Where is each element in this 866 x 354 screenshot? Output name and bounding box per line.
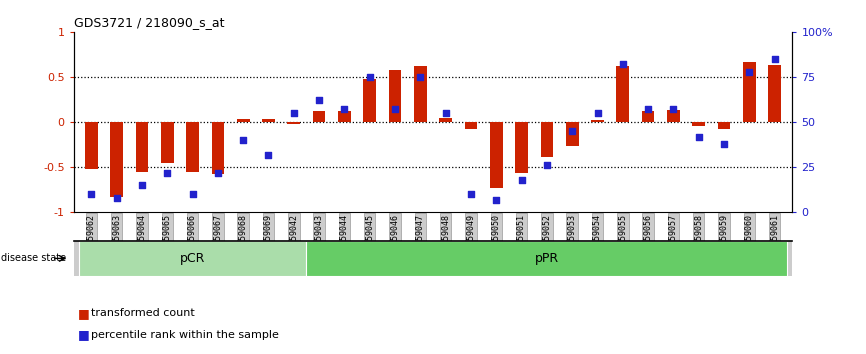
Bar [718, 122, 730, 129]
Text: transformed count: transformed count [91, 308, 195, 318]
Point [439, 110, 453, 116]
Point [667, 107, 681, 112]
Bar [186, 122, 199, 172]
Bar [515, 122, 528, 173]
Point [185, 192, 199, 197]
Point [717, 141, 731, 147]
Bar [364, 79, 376, 122]
Bar [642, 111, 655, 122]
Point [388, 107, 402, 112]
Bar [110, 122, 123, 197]
Bar [768, 65, 781, 122]
Point [135, 183, 149, 188]
Bar [288, 122, 301, 124]
Point [591, 110, 604, 116]
Bar [85, 122, 98, 169]
Point [565, 129, 579, 134]
Point [464, 192, 478, 197]
Text: percentile rank within the sample: percentile rank within the sample [91, 330, 279, 339]
Text: ■: ■ [78, 328, 90, 341]
Point [312, 98, 326, 103]
Text: GDS3721 / 218090_s_at: GDS3721 / 218090_s_at [74, 16, 224, 29]
Bar [439, 118, 452, 122]
Point [616, 62, 630, 67]
Point [514, 177, 528, 183]
Text: disease state: disease state [1, 253, 66, 263]
Bar [617, 66, 629, 122]
Bar [465, 122, 477, 129]
Point [742, 69, 756, 74]
Point [262, 152, 275, 158]
Point [110, 195, 124, 201]
Bar [338, 111, 351, 122]
Point [160, 170, 174, 176]
Bar [414, 66, 427, 122]
Bar [693, 122, 705, 126]
Point [692, 134, 706, 139]
Point [211, 170, 225, 176]
Point [84, 192, 98, 197]
Point [641, 107, 655, 112]
Point [413, 74, 427, 80]
Point [489, 197, 503, 202]
Bar [591, 120, 604, 122]
Bar [237, 119, 249, 122]
Point [287, 110, 301, 116]
Bar [79, 241, 307, 276]
Bar [262, 119, 275, 122]
Point [236, 137, 250, 143]
Bar [490, 122, 502, 188]
Point [768, 56, 782, 62]
Bar [389, 70, 401, 122]
Bar [743, 62, 756, 122]
Point [338, 107, 352, 112]
Bar [211, 122, 224, 173]
Text: ■: ■ [78, 307, 90, 320]
Point [540, 162, 554, 168]
Bar [667, 110, 680, 122]
Bar [136, 122, 148, 172]
Point [363, 74, 377, 80]
Bar [307, 241, 787, 276]
Bar [161, 122, 173, 163]
Bar [540, 122, 553, 157]
Bar [313, 111, 326, 122]
Text: pCR: pCR [180, 252, 205, 265]
Text: pPR: pPR [535, 252, 559, 265]
Bar [565, 122, 578, 145]
